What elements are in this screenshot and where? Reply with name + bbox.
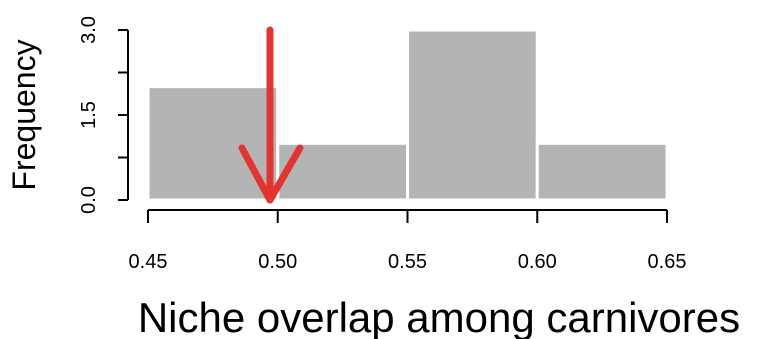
y-tick-label: 0.0 — [78, 186, 100, 214]
histogram-bar-4 — [535, 141, 669, 202]
y-tick-label: 1.5 — [78, 101, 100, 129]
x-tick-label: 0.45 — [129, 251, 168, 273]
y-axis-title: Frequency — [6, 39, 42, 190]
x-tick-label: 0.60 — [518, 251, 557, 273]
x-tick-label: 0.50 — [258, 251, 297, 273]
x-axis-title: Niche overlap among carnivores — [138, 294, 740, 339]
x-tick-label: 0.55 — [388, 251, 427, 273]
histogram-bar-1 — [146, 85, 280, 202]
histogram-bar-3 — [406, 28, 539, 202]
annotation-arrow-head — [238, 144, 304, 204]
x-tick-label: 0.65 — [648, 251, 687, 273]
y-tick-label: 3.0 — [78, 16, 100, 44]
